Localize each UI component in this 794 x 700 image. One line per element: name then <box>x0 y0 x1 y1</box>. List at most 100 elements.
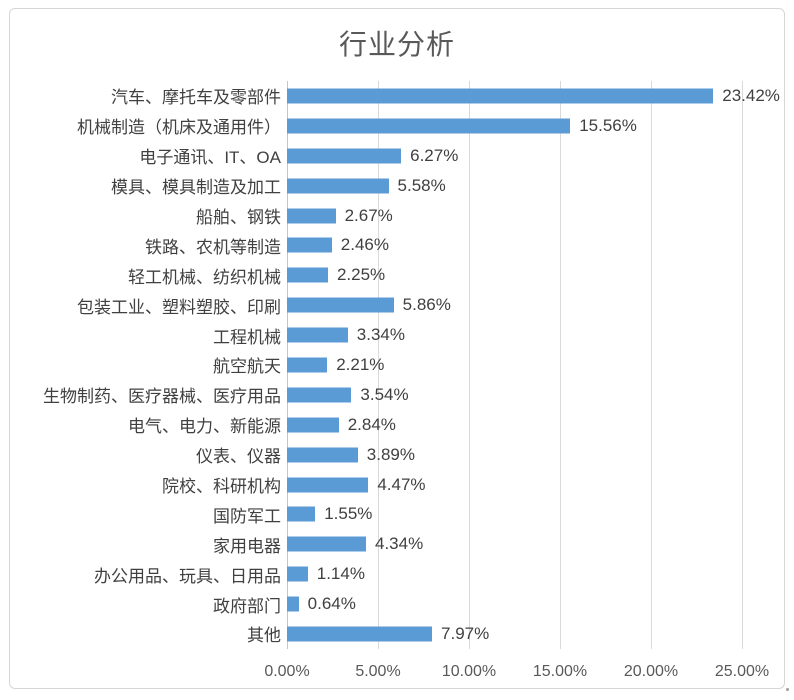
value-label: 0.64% <box>307 594 356 614</box>
category-label: 电子通讯、IT、OA <box>139 148 281 168</box>
category-label: 院校、科研机构 <box>162 477 281 497</box>
bar-row: 铁路、农机等制造 2.46% <box>10 230 742 260</box>
bar-track: 3.54% <box>287 380 742 410</box>
bar <box>287 148 402 164</box>
bar <box>287 297 394 313</box>
bar-row: 仪表、仪器 3.89% <box>10 440 742 470</box>
category-label: 仪表、仪器 <box>196 447 281 467</box>
value-label: 3.34% <box>356 325 405 345</box>
bar <box>287 327 348 343</box>
bar-track: 3.89% <box>287 440 742 470</box>
bar-row: 生物制药、医疗器械、医疗用品 3.54% <box>10 380 742 410</box>
bar <box>287 357 328 373</box>
category-label: 政府部门 <box>213 596 281 616</box>
x-tick-label: 0.00% <box>264 663 310 680</box>
bar-track: 15.56% <box>287 111 742 141</box>
bar-track: 6.27% <box>287 141 742 171</box>
bar-row: 轻工机械、纺织机械 2.25% <box>10 260 742 290</box>
value-label: 15.56% <box>579 115 637 135</box>
category-label: 轻工机械、纺织机械 <box>128 267 281 287</box>
bar <box>287 626 433 642</box>
bar-row: 政府部门 0.64% <box>10 589 742 619</box>
value-label: 2.21% <box>336 354 385 374</box>
bar-track: 1.14% <box>287 559 742 589</box>
bar <box>287 596 299 612</box>
bar <box>287 417 339 433</box>
bar-row: 其他 7.97% <box>10 619 742 649</box>
category-label: 汽车、摩托车及零部件 <box>111 88 281 108</box>
bar <box>287 566 308 582</box>
value-label: 2.67% <box>344 205 393 225</box>
category-label: 机械制造（机床及通用件） <box>77 118 281 138</box>
bar-row: 电子通讯、IT、OA 6.27% <box>10 141 742 171</box>
bar-row: 机械制造（机床及通用件） 15.56% <box>10 111 742 141</box>
chart-frame: 行业分析 汽车、摩托车及零部件 23.42% 机械制造（机床及通用件） 15.56% 电… <box>9 8 789 691</box>
bar-row: 家用电器 4.34% <box>10 529 742 559</box>
bar-track: 4.47% <box>287 470 742 500</box>
category-label: 包装工业、塑料塑胶、印刷 <box>77 297 281 317</box>
gridline <box>469 81 470 649</box>
gridline <box>742 81 743 649</box>
bar <box>287 88 714 104</box>
bar-row: 工程机械 3.34% <box>10 320 742 350</box>
bar-row: 航空航天 2.21% <box>10 350 742 380</box>
bar-track: 2.25% <box>287 260 742 290</box>
resize-artifact-dot <box>786 688 789 691</box>
value-label: 7.97% <box>441 623 490 643</box>
plot-area: 汽车、摩托车及零部件 23.42% 机械制造（机床及通用件） 15.56% 电子通讯、I… <box>10 81 780 649</box>
value-label: 1.55% <box>324 504 373 524</box>
x-axis: 0.00% 5.00% 10.00% 15.00% 20.00% 25.00% <box>264 657 769 681</box>
bar-track: 5.58% <box>287 171 742 201</box>
bar <box>287 447 358 463</box>
category-label: 家用电器 <box>213 536 281 556</box>
x-tick-label: 15.00% <box>532 663 588 680</box>
bar <box>287 267 328 283</box>
value-label: 3.54% <box>360 384 409 404</box>
bar-row: 包装工业、塑料塑胶、印刷 5.86% <box>10 290 742 320</box>
category-label: 办公用品、玩具、日用品 <box>94 566 281 586</box>
value-label: 2.25% <box>336 265 386 285</box>
bar-row: 模具、模具制造及加工 5.58% <box>10 171 742 201</box>
bar-track: 23.42% <box>287 81 780 111</box>
bar-row: 电气、电力、新能源 2.84% <box>10 410 742 440</box>
x-tick-label: 10.00% <box>441 663 497 680</box>
bar-track: 3.34% <box>287 320 742 350</box>
category-label: 电气、电力、新能源 <box>128 417 281 437</box>
bar <box>287 208 336 223</box>
bar-track: 2.67% <box>287 201 742 231</box>
bar <box>287 536 366 552</box>
chart-title: 行业分析 <box>338 29 455 60</box>
bar-track: 2.21% <box>287 350 742 380</box>
bar <box>287 118 571 134</box>
bar <box>287 237 332 253</box>
bar-row: 院校、科研机构 4.47% <box>10 470 742 500</box>
value-label: 5.58% <box>397 175 446 195</box>
bar-track: 4.34% <box>287 529 742 559</box>
bar <box>287 387 352 403</box>
bar-track: 0.64% <box>287 589 742 619</box>
bar-row: 船舶、钢铁 2.67% <box>10 201 742 231</box>
gridline <box>560 81 561 649</box>
x-tick-label: 5.00% <box>355 663 401 680</box>
bar-track: 5.86% <box>287 290 742 320</box>
x-tick-label: 20.00% <box>623 663 679 680</box>
category-label: 生物制药、医疗器械、医疗用品 <box>43 387 281 407</box>
bar <box>287 477 369 493</box>
bar-row: 国防军工 1.55% <box>10 499 742 529</box>
value-label: 6.27% <box>410 145 459 165</box>
x-tick-label: 25.00% <box>714 663 770 680</box>
bar-row: 办公用品、玩具、日用品 1.14% <box>10 559 742 589</box>
gridline <box>378 81 379 649</box>
value-label: 5.86% <box>402 295 451 315</box>
value-label: 4.34% <box>374 534 424 554</box>
bar-rows: 汽车、摩托车及零部件 23.42% 机械制造（机床及通用件） 15.56% 电子通讯、I… <box>10 81 780 649</box>
bar-track: 2.84% <box>287 410 742 440</box>
value-label: 23.42% <box>722 85 780 105</box>
value-label: 2.84% <box>347 414 396 434</box>
bar-track: 2.46% <box>287 230 742 260</box>
category-label: 航空航天 <box>213 357 281 377</box>
bar-track: 1.55% <box>287 499 742 529</box>
category-label: 船舶、钢铁 <box>196 208 281 227</box>
bar-row: 汽车、摩托车及零部件 23.42% <box>10 81 780 111</box>
gridline <box>651 81 652 649</box>
